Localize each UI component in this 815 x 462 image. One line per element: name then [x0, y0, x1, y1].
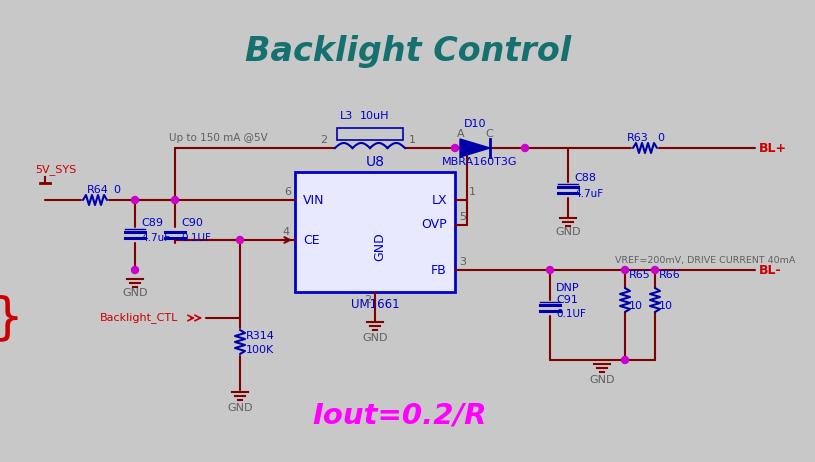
- Text: A: A: [457, 129, 465, 139]
- Text: D10: D10: [464, 119, 487, 129]
- Text: 10: 10: [629, 301, 643, 311]
- Text: 1: 1: [469, 187, 476, 197]
- Text: 10uH: 10uH: [360, 111, 390, 121]
- Text: FB: FB: [431, 263, 447, 276]
- Text: GND: GND: [362, 333, 388, 343]
- Text: 0.1UF: 0.1UF: [556, 309, 586, 319]
- Bar: [337, 128, 403, 140]
- Circle shape: [622, 267, 628, 274]
- Polygon shape: [460, 139, 490, 157]
- Text: 2: 2: [319, 135, 327, 145]
- Text: Backlight_CTL: Backlight_CTL: [100, 313, 178, 323]
- Text: 4: 4: [283, 227, 290, 237]
- Circle shape: [236, 237, 244, 243]
- Text: DNP: DNP: [556, 283, 579, 293]
- Text: L3: L3: [340, 111, 353, 121]
- Circle shape: [622, 357, 628, 364]
- Text: MBRA160T3G: MBRA160T3G: [443, 157, 518, 167]
- Text: C89: C89: [141, 218, 163, 228]
- Text: GND: GND: [373, 233, 386, 261]
- Text: 4.7uF: 4.7uF: [574, 189, 603, 199]
- Text: 3: 3: [459, 257, 466, 267]
- Text: VREF=200mV, DRIVE CURRENT 40mA: VREF=200mV, DRIVE CURRENT 40mA: [615, 255, 795, 265]
- Text: 0: 0: [657, 133, 664, 143]
- Text: 0.1UF: 0.1UF: [181, 233, 211, 243]
- Text: BL+: BL+: [759, 141, 787, 154]
- Text: 4.7uF: 4.7uF: [141, 233, 170, 243]
- Text: }: }: [0, 294, 24, 342]
- Circle shape: [547, 267, 553, 274]
- Text: 5: 5: [459, 212, 466, 222]
- Text: C90: C90: [181, 218, 203, 228]
- Text: OVP: OVP: [421, 219, 447, 231]
- Text: Up to 150 mA @5V: Up to 150 mA @5V: [169, 133, 267, 143]
- Text: 100K: 100K: [246, 345, 275, 355]
- Text: C: C: [485, 129, 493, 139]
- Circle shape: [651, 267, 659, 274]
- Text: U8: U8: [365, 155, 385, 169]
- Circle shape: [131, 267, 139, 274]
- Text: C88: C88: [574, 173, 596, 183]
- Circle shape: [452, 145, 459, 152]
- Text: 6: 6: [284, 187, 291, 197]
- Text: R66: R66: [659, 270, 681, 280]
- Text: 5V_SYS: 5V_SYS: [35, 164, 77, 176]
- Text: GND: GND: [227, 403, 253, 413]
- Text: VIN: VIN: [303, 194, 324, 207]
- Text: GND: GND: [122, 288, 148, 298]
- Circle shape: [131, 196, 139, 203]
- Text: LX: LX: [431, 194, 447, 207]
- Text: C91: C91: [556, 295, 578, 305]
- Circle shape: [522, 145, 528, 152]
- Text: 2: 2: [363, 295, 371, 305]
- Text: 1: 1: [409, 135, 416, 145]
- Text: 10: 10: [659, 301, 673, 311]
- Text: 0: 0: [113, 185, 120, 195]
- Text: GND: GND: [589, 375, 615, 385]
- Text: R63: R63: [627, 133, 649, 143]
- Text: GND: GND: [555, 227, 581, 237]
- Text: Backlight Control: Backlight Control: [244, 36, 571, 68]
- Text: CE: CE: [303, 233, 319, 247]
- Circle shape: [171, 196, 178, 203]
- Text: Iout=0.2/R: Iout=0.2/R: [313, 401, 487, 429]
- Text: R65: R65: [629, 270, 650, 280]
- Text: R314: R314: [246, 331, 275, 341]
- Text: R64: R64: [87, 185, 109, 195]
- Bar: [295, 172, 455, 292]
- Text: UM1661: UM1661: [350, 298, 399, 310]
- Text: BL-: BL-: [759, 263, 782, 276]
